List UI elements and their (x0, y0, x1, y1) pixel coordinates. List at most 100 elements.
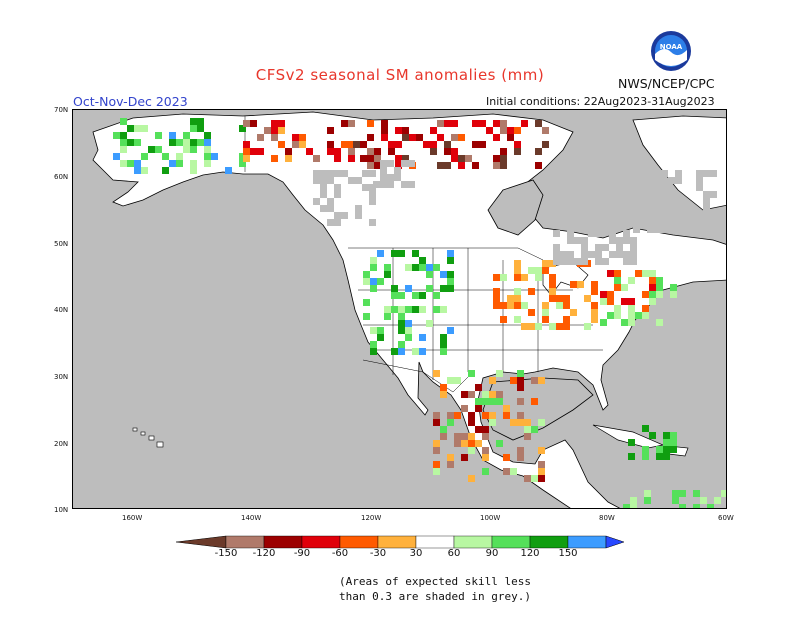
colorbar-left-arrow (175, 535, 227, 549)
anomaly-cell (563, 295, 570, 302)
anomaly-cell (656, 446, 663, 453)
colorbar-swatch (453, 535, 493, 549)
anomaly-cell (348, 141, 355, 148)
anomaly-cell (299, 141, 306, 148)
anomaly-cell (517, 377, 524, 384)
anomaly-cell (630, 504, 637, 508)
anomaly-cell (374, 155, 381, 162)
anomaly-cell (176, 160, 183, 167)
anomaly-cell (514, 274, 521, 281)
low-skill-cell (320, 205, 327, 212)
anomaly-cell (489, 398, 496, 405)
low-skill-cell (334, 184, 341, 191)
low-skill-cell (401, 160, 408, 167)
anomaly-cell (535, 274, 542, 281)
low-skill-cell (369, 198, 376, 205)
anomaly-cell (489, 391, 496, 398)
anomaly-cell (447, 257, 454, 264)
anomaly-cell (239, 125, 246, 132)
anomaly-cell (614, 284, 621, 291)
anomaly-cell (531, 475, 538, 482)
colorbar-label: 90 (485, 548, 499, 559)
low-skill-cell (696, 212, 703, 219)
anomaly-cell (493, 295, 500, 302)
anomaly-cell (299, 134, 306, 141)
anomaly-cell (447, 461, 454, 468)
anomaly-cell (468, 419, 475, 426)
anomaly-cell (549, 281, 556, 288)
anomaly-cell (475, 426, 482, 433)
skill-note-line2: than 0.3 are shaded in grey.) (338, 590, 532, 603)
anomaly-cell (489, 412, 496, 419)
logo-text: NOAA (660, 43, 683, 51)
anomaly-cells (113, 118, 726, 508)
anomaly-cell (348, 155, 355, 162)
anomaly-cell (591, 309, 598, 316)
low-skill-cell (369, 219, 376, 226)
anomaly-cell (472, 120, 479, 127)
low-skill-cell (703, 170, 710, 177)
anomaly-cell (607, 312, 614, 319)
anomaly-cell (642, 305, 649, 312)
anomaly-cell (225, 167, 232, 174)
anomaly-cell (458, 155, 465, 162)
anomaly-cell (503, 405, 510, 412)
low-skill-cell (341, 170, 348, 177)
anomaly-cell (570, 309, 577, 316)
anomaly-cell (367, 162, 374, 169)
anomaly-cell (451, 148, 458, 155)
anomaly-cell (412, 292, 419, 299)
anomaly-cell (538, 447, 545, 454)
anomaly-cell (250, 120, 257, 127)
anomaly-cell (348, 148, 355, 155)
anomaly-cell (535, 162, 542, 169)
low-skill-cell (654, 212, 661, 219)
anomaly-cell (507, 302, 514, 309)
anomaly-cell (521, 120, 528, 127)
anomaly-cell (430, 148, 437, 155)
anomaly-cell (127, 125, 134, 132)
lon-label: 60W (718, 514, 734, 522)
anomaly-cell (377, 327, 384, 334)
anomaly-cell (363, 271, 370, 278)
anomaly-cell (475, 398, 482, 405)
low-skill-cell (668, 177, 675, 184)
anomaly-cell (419, 292, 426, 299)
anomaly-cell (600, 291, 607, 298)
anomaly-cell (528, 309, 535, 316)
anomaly-cell (440, 391, 447, 398)
low-skill-cell (623, 230, 630, 237)
anomaly-cell (271, 134, 278, 141)
anomaly-cell (591, 281, 598, 288)
anomaly-cell (472, 141, 479, 148)
anomaly-cell (190, 146, 197, 153)
anomaly-cell (183, 132, 190, 139)
anomaly-cell (514, 267, 521, 274)
low-skill-cell (567, 251, 574, 258)
anomaly-cell (204, 139, 211, 146)
anomaly-cell (468, 370, 475, 377)
anomaly-cell (426, 271, 433, 278)
low-skill-cell (668, 198, 675, 205)
anomaly-cell (377, 334, 384, 341)
anomaly-cell (663, 453, 670, 460)
anomaly-cell (384, 313, 391, 320)
agency-label: NWS/NCEP/CPC (618, 76, 715, 91)
anomaly-cell (398, 306, 405, 313)
anomaly-cell (402, 155, 409, 162)
colorbar-label: -30 (369, 548, 387, 559)
low-skill-cell (401, 181, 408, 188)
low-skill-cell (616, 251, 623, 258)
low-skill-cell (355, 212, 362, 219)
anomaly-cell (204, 160, 211, 167)
anomaly-cell (503, 454, 510, 461)
anomaly-cell (468, 391, 475, 398)
anomaly-cell (514, 141, 521, 148)
anomaly-cell (475, 440, 482, 447)
anomaly-cell (500, 316, 507, 323)
anomaly-cell (391, 250, 398, 257)
lat-label: 60N (54, 173, 69, 181)
anomaly-cell (271, 127, 278, 134)
anomaly-cell (556, 295, 563, 302)
anomaly-cell (479, 120, 486, 127)
